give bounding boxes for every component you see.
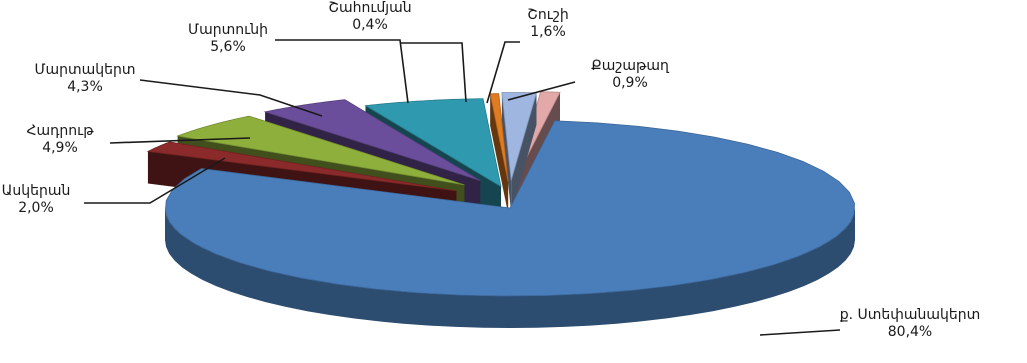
pie-slice-0 <box>164 120 855 328</box>
pie-slice-top-6 <box>501 92 538 181</box>
slice-category-label: Հադրութ <box>26 123 94 139</box>
leader-line-0 <box>759 329 841 336</box>
slice-value-label: 80,4% <box>888 324 932 340</box>
slice-value-label: 4,9% <box>42 140 78 156</box>
pie-slice-top-1 <box>146 141 457 192</box>
pie-slice-top-5 <box>489 93 509 182</box>
pie-slice-top-4 <box>364 98 502 188</box>
slice-category-label: Քաշաթաղ <box>591 58 670 74</box>
leader-line-7 <box>507 81 576 101</box>
pie-slice-top-2 <box>176 115 465 186</box>
pie-slice-6 <box>501 92 538 213</box>
slice-category-label: Ասկերան <box>2 183 71 199</box>
pie-slices <box>146 91 855 328</box>
slice-value-label: 4,3% <box>67 79 103 95</box>
slice-category-label: Շուշի <box>527 7 568 23</box>
pie-slice-face-6-0 <box>501 92 512 213</box>
slice-category-label: Շահումյան <box>328 0 411 16</box>
leader-line-5 <box>400 42 467 103</box>
slice-category-label: Մարտակերտ <box>34 62 135 78</box>
slice-category-label: Մարտունի <box>188 22 268 38</box>
leader-line-3 <box>139 79 323 117</box>
leader-line-4 <box>275 39 409 104</box>
pie-slice-side-0 <box>165 208 855 328</box>
leader-line-1 <box>84 157 226 204</box>
leader-line-6 <box>486 41 520 104</box>
pie-slice-top-3 <box>263 99 481 181</box>
leader-lines <box>84 39 841 336</box>
slice-value-label: 2,0% <box>18 200 54 216</box>
slice-category-label: ք. Ստեփանակերտ <box>840 307 981 323</box>
slice-value-label: 1,6% <box>530 24 566 40</box>
slice-value-label: 0,4% <box>352 17 388 33</box>
pie-slice-5 <box>489 93 509 214</box>
pie-slice-face-6-1 <box>511 92 537 213</box>
slice-value-label: 5,6% <box>210 39 246 55</box>
pie-slice-face-5-0 <box>490 93 509 214</box>
pie-slice-top-0 <box>164 120 855 297</box>
leader-line-2 <box>109 137 251 144</box>
slice-value-label: 0,9% <box>612 75 648 91</box>
